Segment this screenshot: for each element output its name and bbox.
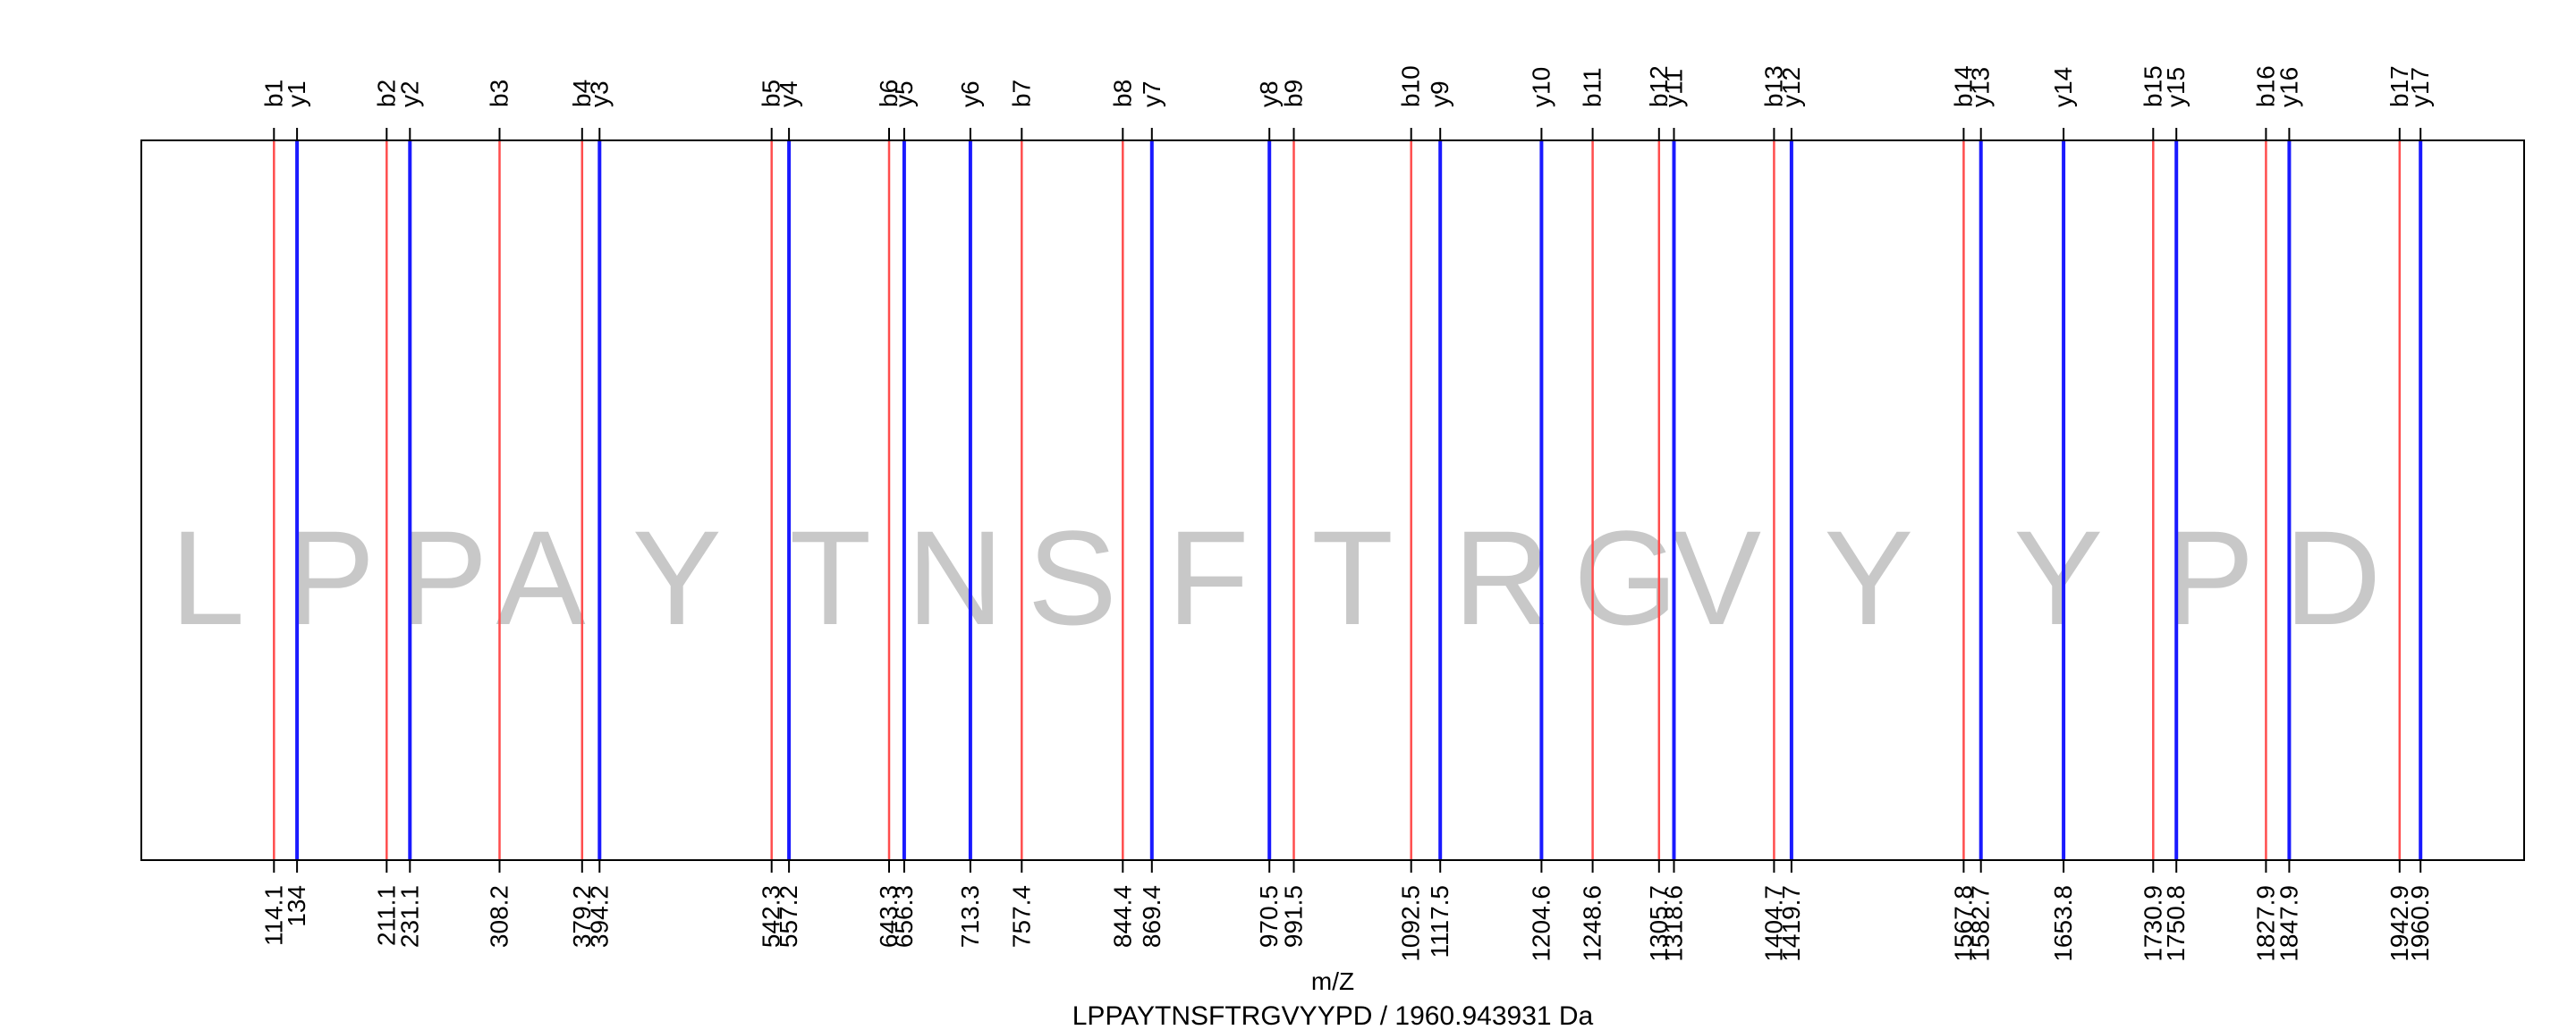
y-ion-mz-label: 869.4: [1138, 885, 1165, 948]
y-ion-mz-label: 394.2: [585, 885, 613, 948]
b-ion-mz-label: 844.4: [1108, 885, 1136, 948]
residue-letter: V: [1672, 502, 1761, 653]
b-ion-mz-label: 308.2: [486, 885, 513, 948]
y-ion-label: y4: [775, 80, 802, 107]
y-ion-mz-label: 1318.6: [1660, 885, 1688, 962]
b-ion-label: b10: [1397, 65, 1425, 107]
y-ion-label: y9: [1426, 80, 1453, 107]
b-ion-label: b9: [1280, 80, 1308, 107]
y-ion-label: y14: [2049, 67, 2077, 107]
b-ion-label: b12: [1645, 65, 1673, 107]
residue-letters: L P P A Y T N S F T R GV Y Y P D: [170, 502, 2381, 653]
b-ion-mz-label: 1567.8: [1949, 885, 1977, 962]
y-ion-mz-label: 1750.8: [2162, 885, 2190, 962]
y-ion-mz-label: 1419.7: [1777, 885, 1805, 962]
b-ion-mz-label: 757.4: [1007, 885, 1035, 948]
b-ion-mz-label: 379.2: [568, 885, 596, 948]
y-ion-mz-label: 1960.9: [2406, 885, 2434, 962]
y-ion-label: y11: [1660, 69, 1688, 107]
y-ion-series: y1 134 y2 231.1 y3 394.2 y4 557.2 y5 656.3 y6 713.3…: [283, 67, 2434, 962]
b-ion-mz-label: 211.1: [372, 885, 400, 946]
y-ion-label: y15: [2162, 67, 2190, 107]
y-ion-label: y1: [283, 80, 310, 107]
y-ion-mz-label: 1847.9: [2275, 885, 2302, 962]
b-ion-mz-label: 1248.6: [1579, 885, 1606, 962]
residue-letter: P: [285, 502, 375, 653]
residue-letter: L: [170, 502, 244, 653]
y-ion-label: y8: [1255, 80, 1283, 107]
y-ion-mz-label: 1653.8: [2049, 885, 2077, 962]
y-ion-label: y5: [890, 80, 918, 107]
y-ion-label: y13: [1967, 67, 1995, 107]
x-axis-label: m/Z: [1311, 967, 1354, 995]
b-ion-label: b13: [1759, 65, 1787, 107]
y-ion-label: y12: [1777, 67, 1805, 107]
b-ion-label: b7: [1007, 80, 1035, 107]
y-ion-mz-label: 1204.6: [1527, 885, 1555, 962]
y-ion-mz-label: 134: [283, 885, 310, 927]
y-ion-label: y7: [1138, 80, 1165, 107]
b-ion-mz-label: 1092.5: [1397, 885, 1425, 962]
residue-letter: S: [1028, 502, 1117, 653]
b-ion-label: b2: [372, 80, 400, 107]
residue-letter: A: [496, 502, 586, 653]
b-ion-mz-label: 1942.9: [2385, 885, 2413, 962]
residue-letter: N: [907, 502, 1004, 653]
y-ion-mz-label: 557.2: [775, 885, 802, 948]
y-ion-label: y3: [585, 80, 613, 107]
y-ion-label: y17: [2406, 67, 2434, 107]
b-ion-series: b1 114.1 b2 211.1 b3 308.2 b4 379.2 b5 542.3 b6 643…: [259, 65, 2413, 961]
b-ion-label: b14: [1949, 65, 1977, 107]
b-ion-label: b4: [568, 80, 596, 107]
b-ion-mz-label: 643.3: [875, 885, 902, 948]
residue-letter: P: [2165, 502, 2254, 653]
b-ion-mz-label: 991.5: [1280, 885, 1308, 948]
chart-caption: LPPAYTNSFTRGVYYPD / 1960.943931 Da: [1072, 1001, 1594, 1030]
residue-letter: T: [1311, 502, 1394, 653]
residue-letter: Y: [632, 502, 722, 653]
y-ion-mz-label: 656.3: [890, 885, 918, 948]
b-ion-mz-label: 542.3: [758, 885, 785, 948]
y-ion-mz-label: 1117.5: [1426, 885, 1453, 958]
y-ion-label: y16: [2275, 67, 2302, 107]
residue-letter: R: [1453, 502, 1550, 653]
b-ion-label: b17: [2385, 65, 2413, 107]
b-ion-mz-label: 1730.9: [2139, 885, 2166, 962]
y-ion-label: y2: [395, 80, 423, 107]
y-ion-label: y6: [956, 80, 984, 107]
residue-letter: Y: [2013, 502, 2103, 653]
residue-letter: Y: [1824, 502, 1913, 653]
residue-letter: G: [1573, 502, 1678, 653]
y-ion-mz-label: 970.5: [1255, 885, 1283, 948]
b-ion-label: b15: [2139, 65, 2166, 107]
residue-letter: D: [2284, 502, 2381, 653]
b-ion-mz-label: 1404.7: [1759, 885, 1787, 962]
b-ion-label: b3: [486, 80, 513, 107]
residue-letter: T: [790, 502, 872, 653]
b-ion-mz-label: 114.1: [259, 885, 287, 946]
y-ion-mz-label: 231.1: [395, 885, 423, 948]
y-ion-mz-label: 713.3: [956, 885, 984, 948]
b-ion-mz-label: 1305.7: [1645, 885, 1673, 962]
b-ion-label: b11: [1579, 67, 1606, 107]
y-ion-label: y10: [1527, 67, 1555, 107]
b-ion-label: b5: [758, 80, 785, 107]
b-ion-label: b6: [875, 80, 902, 107]
plot-frame: [140, 139, 2525, 861]
residue-letter: P: [398, 502, 487, 653]
b-ion-label: b1: [259, 80, 287, 107]
b-ion-mz-label: 1827.9: [2251, 885, 2279, 962]
y-ion-mz-label: 1582.7: [1967, 885, 1995, 962]
b-ion-label: b8: [1108, 80, 1136, 107]
residue-letter: F: [1167, 502, 1250, 653]
b-ion-label: b16: [2251, 65, 2279, 107]
